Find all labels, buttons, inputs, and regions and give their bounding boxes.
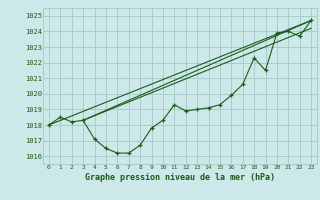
X-axis label: Graphe pression niveau de la mer (hPa): Graphe pression niveau de la mer (hPa) [85,173,275,182]
